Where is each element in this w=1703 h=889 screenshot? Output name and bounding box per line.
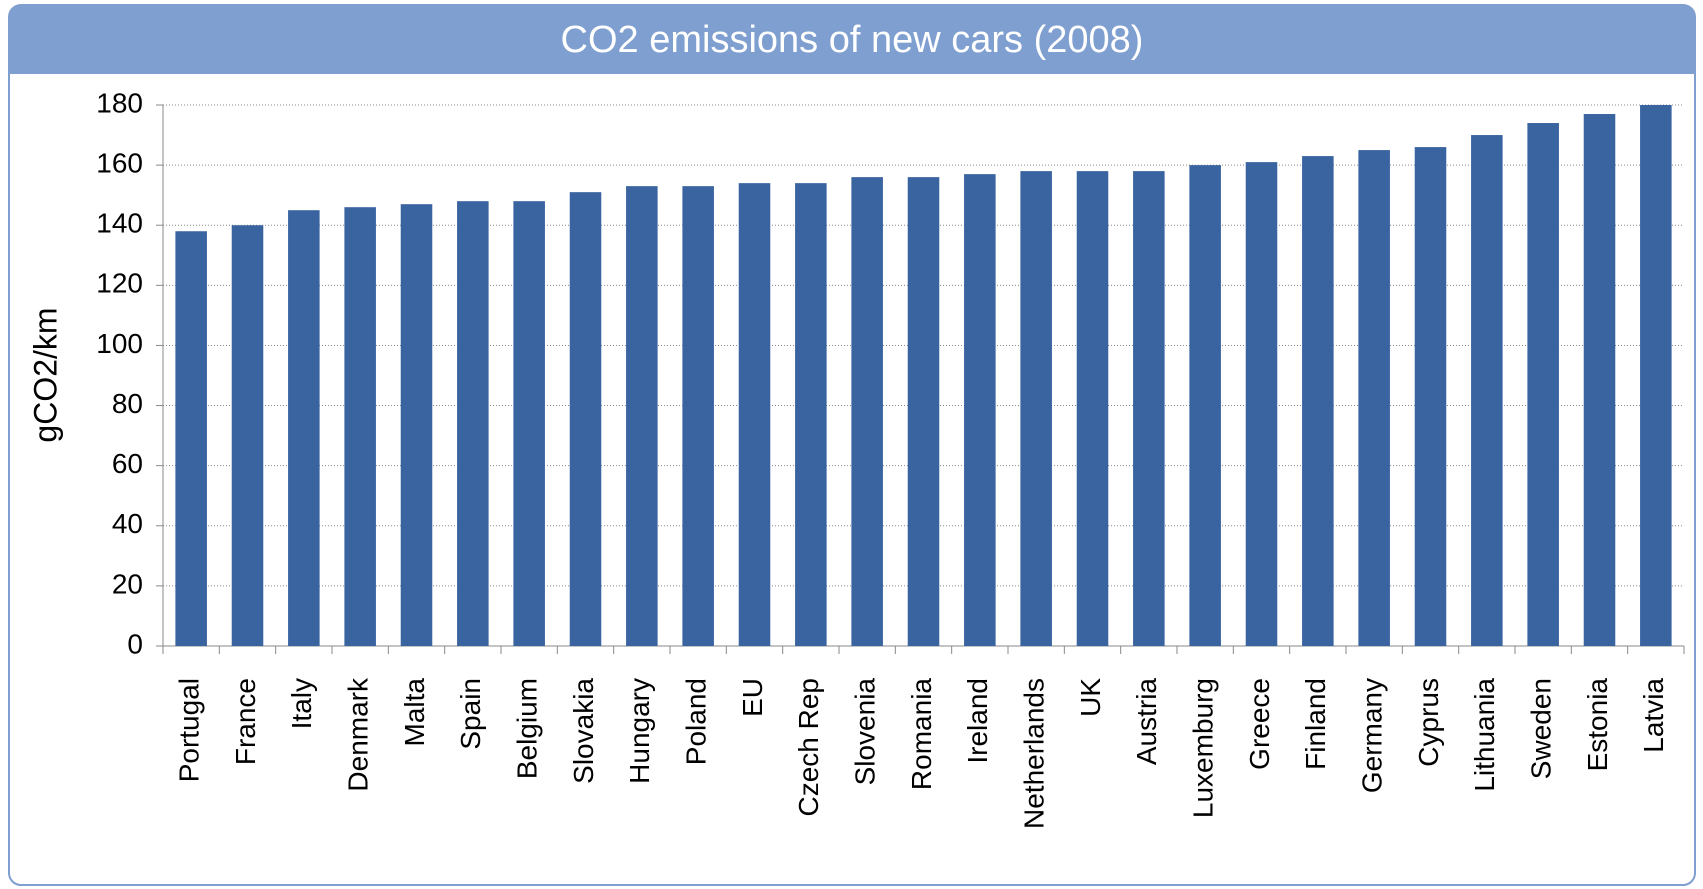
x-tick-label: France (230, 678, 261, 765)
bar (513, 201, 545, 646)
x-tick-label: Austria (1131, 678, 1162, 766)
x-tick-label: Lithuania (1469, 678, 1500, 792)
y-tick-label: 100 (96, 328, 143, 359)
bar (738, 183, 771, 646)
x-tick-label: Czech Rep (793, 678, 824, 817)
x-tick-label: Slovakia (568, 678, 599, 784)
y-tick-label: 20 (112, 568, 143, 599)
y-tick-label: 160 (96, 148, 143, 179)
x-tick-label: UK (1075, 678, 1106, 717)
bar (1414, 147, 1447, 647)
bar (795, 183, 827, 646)
bar (400, 204, 433, 646)
bar (851, 177, 883, 646)
y-tick-label: 80 (112, 388, 143, 419)
bar (626, 186, 658, 646)
bar (1583, 114, 1616, 647)
x-tick-label: Sweden (1526, 678, 1557, 779)
bar (569, 192, 602, 646)
x-tick-label: Cyprus (1413, 678, 1444, 767)
x-tick-label: Hungary (624, 678, 655, 784)
x-tick-label: Portugal (174, 678, 205, 782)
x-tick-label: Latvia (1638, 678, 1669, 753)
bar (907, 177, 940, 646)
x-tick-label: Italy (286, 678, 317, 729)
bar (344, 207, 376, 646)
x-tick-label: Netherlands (1019, 678, 1050, 829)
x-tick-label: Luxemburg (1188, 678, 1219, 818)
bar (682, 186, 714, 646)
x-tick-label: Romania (906, 678, 937, 790)
x-tick-label: Finland (1300, 678, 1331, 770)
y-tick-label: 180 (96, 87, 143, 118)
bar (1640, 105, 1672, 646)
bar (964, 174, 996, 646)
x-tick-label: EU (737, 678, 768, 717)
bar (1020, 171, 1052, 646)
x-tick-label: Slovenia (850, 678, 881, 786)
x-tick-label: Malta (399, 678, 430, 747)
x-tick-label: Denmark (343, 677, 374, 792)
bar (231, 225, 264, 646)
x-tick-label: Estonia (1582, 678, 1613, 772)
bar (1527, 123, 1559, 647)
bar (1471, 135, 1503, 647)
header-bar (9, 5, 1695, 74)
x-tick-label: Ireland (962, 678, 993, 764)
x-tick-label: Belgium (512, 678, 543, 779)
x-tick-label: Greece (1244, 678, 1275, 770)
x-tick-label: Poland (681, 678, 712, 765)
x-tick-label: Germany (1357, 678, 1388, 793)
bar (457, 201, 489, 646)
y-tick-label: 60 (112, 448, 143, 479)
y-axis-label: gCO2/km (27, 307, 63, 442)
bar (1133, 171, 1165, 646)
x-tick-label: Spain (455, 678, 486, 750)
bar (1245, 162, 1278, 646)
y-tick-label: 0 (127, 628, 143, 659)
bar (1302, 156, 1334, 646)
chart-title: CO2 emissions of new cars (2008) (561, 19, 1144, 61)
bar (1189, 165, 1221, 646)
bar (1076, 171, 1109, 646)
y-tick-label: 140 (96, 208, 143, 239)
bar (1358, 150, 1390, 647)
y-tick-label: 120 (96, 268, 143, 299)
bar (175, 231, 207, 646)
y-tick-label: 40 (112, 508, 143, 539)
bar (288, 210, 320, 646)
